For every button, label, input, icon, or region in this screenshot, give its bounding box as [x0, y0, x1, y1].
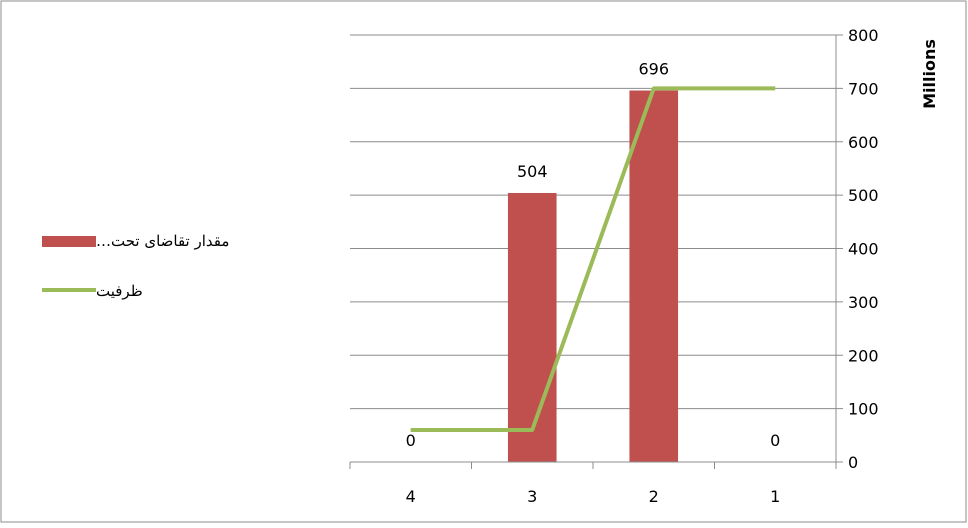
x-tick-label: 1 — [770, 487, 780, 506]
y-tick-label: 700 — [848, 79, 879, 98]
line-point — [531, 429, 533, 431]
capacity-line — [410, 86, 776, 432]
legend: مقدار تقاضای تحت… ظرفیت — [42, 232, 229, 300]
y-tick-label: 500 — [848, 186, 879, 205]
x-tick-label: 4 — [406, 487, 416, 506]
x-tick-label: 2 — [649, 487, 659, 506]
y-tick-label: 300 — [848, 293, 879, 312]
y-tick-label: 600 — [848, 133, 879, 152]
data-label: 0 — [770, 431, 780, 450]
line-point — [410, 429, 412, 431]
y-tick-label: 200 — [848, 346, 879, 365]
data-label: 504 — [517, 162, 548, 181]
gridlines — [350, 34, 836, 410]
y-tick-label: 400 — [848, 240, 879, 259]
legend-label-line: ظرفیت — [96, 282, 143, 300]
x-tick-label: 3 — [527, 487, 537, 506]
bar — [629, 90, 679, 462]
data-label: 0 — [406, 431, 416, 450]
y-axis-title: Millions — [920, 39, 939, 109]
legend-label-bar: مقدار تقاضای تحت… — [96, 232, 229, 250]
line-point — [774, 87, 776, 89]
legend-swatch-bar — [42, 236, 96, 247]
data-label: 696 — [638, 60, 669, 79]
line-series — [410, 86, 776, 432]
data-labels: 0 504 696 0 — [406, 60, 781, 450]
y-tick-label: 0 — [848, 453, 858, 472]
bar — [507, 192, 557, 463]
axes: 0 100 200 300 400 500 600 700 800 4 3 2 1 — [349, 26, 879, 506]
line-point — [653, 87, 655, 89]
bar-series — [507, 90, 679, 463]
y-tick-label: 100 — [848, 400, 879, 419]
y-tick-label: 800 — [848, 26, 879, 45]
